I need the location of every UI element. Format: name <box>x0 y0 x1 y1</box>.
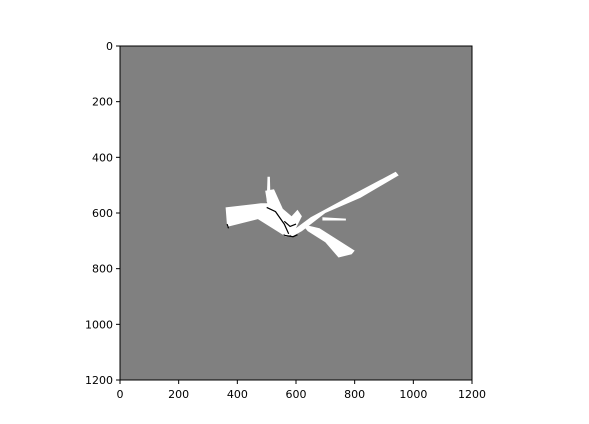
x-tick-label: 1000 <box>399 388 427 401</box>
occupied-bottom-wall <box>284 234 298 238</box>
x-tick-label: 1200 <box>458 388 486 401</box>
occupied-left-edge <box>226 223 230 229</box>
y-tick-label: 800 <box>92 263 113 276</box>
x-tick-label: 400 <box>227 388 248 401</box>
y-tick-label: 600 <box>92 207 113 220</box>
x-tick-label: 800 <box>344 388 365 401</box>
x-tick-label: 0 <box>117 388 124 401</box>
y-axis: 0 200 400 600 800 1000 1200 <box>85 40 120 387</box>
y-tick-label: 1000 <box>85 318 113 331</box>
x-tick-label: 600 <box>286 388 307 401</box>
y-tick-label: 0 <box>106 40 113 53</box>
occupied-inner-wall <box>283 220 297 228</box>
free-region-right-arm <box>290 171 399 237</box>
free-region-mid-streak <box>322 217 346 221</box>
occupied-left-wall <box>266 206 290 235</box>
y-tick-label: 400 <box>92 151 113 164</box>
y-tick-label: 200 <box>92 96 113 109</box>
free-region-lower-fan <box>301 224 355 258</box>
occupied-layer <box>226 206 298 238</box>
free-space-layer <box>225 171 399 258</box>
x-tick-label: 200 <box>168 388 189 401</box>
y-tick-label: 1200 <box>85 374 113 387</box>
x-axis: 0 200 400 600 800 1000 1200 <box>117 380 486 401</box>
plot-area <box>119 45 473 381</box>
